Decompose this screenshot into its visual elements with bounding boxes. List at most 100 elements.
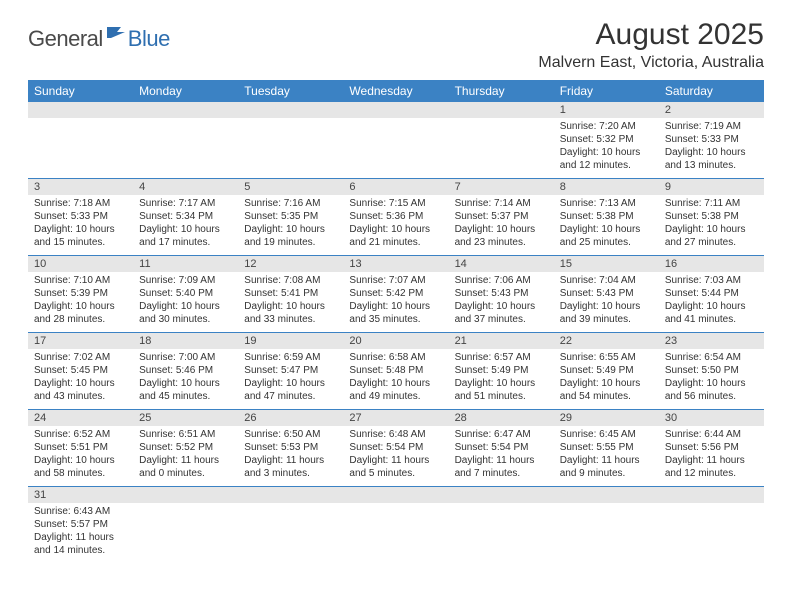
day-cell	[554, 503, 659, 563]
page-title: August 2025	[538, 18, 764, 52]
day-cell: Sunrise: 6:57 AMSunset: 5:49 PMDaylight:…	[449, 349, 554, 409]
dow-tuesday: Tuesday	[238, 80, 343, 102]
data-row: Sunrise: 7:20 AMSunset: 5:32 PMDaylight:…	[28, 118, 764, 178]
sunset-text: Sunset: 5:44 PM	[665, 287, 760, 300]
sunrise-text: Sunrise: 6:55 AM	[560, 351, 655, 364]
weeks-container: 12Sunrise: 7:20 AMSunset: 5:32 PMDayligh…	[28, 102, 764, 563]
sunrise-text: Sunrise: 7:18 AM	[34, 197, 129, 210]
day-number: 19	[238, 333, 343, 349]
sunset-text: Sunset: 5:33 PM	[34, 210, 129, 223]
day-number: 24	[28, 410, 133, 426]
day-number: 25	[133, 410, 238, 426]
daylight-text-1: Daylight: 10 hours	[34, 454, 129, 467]
day-cell: Sunrise: 7:06 AMSunset: 5:43 PMDaylight:…	[449, 272, 554, 332]
sunset-text: Sunset: 5:38 PM	[665, 210, 760, 223]
daylight-text-1: Daylight: 10 hours	[349, 377, 444, 390]
day-cell	[238, 118, 343, 178]
calendar-week: 3456789Sunrise: 7:18 AMSunset: 5:33 PMDa…	[28, 179, 764, 256]
sunset-text: Sunset: 5:32 PM	[560, 133, 655, 146]
day-cell: Sunrise: 6:48 AMSunset: 5:54 PMDaylight:…	[343, 426, 448, 486]
day-cell: Sunrise: 6:51 AMSunset: 5:52 PMDaylight:…	[133, 426, 238, 486]
day-cell	[343, 503, 448, 563]
daylight-text-2: and 17 minutes.	[139, 236, 234, 249]
dow-wednesday: Wednesday	[343, 80, 448, 102]
dow-friday: Friday	[554, 80, 659, 102]
day-number: 30	[659, 410, 764, 426]
sunrise-text: Sunrise: 7:04 AM	[560, 274, 655, 287]
day-number: 5	[238, 179, 343, 195]
daylight-text-2: and 33 minutes.	[244, 313, 339, 326]
daylight-text-1: Daylight: 10 hours	[560, 223, 655, 236]
daylight-text-2: and 5 minutes.	[349, 467, 444, 480]
day-cell: Sunrise: 6:47 AMSunset: 5:54 PMDaylight:…	[449, 426, 554, 486]
daylight-text-2: and 21 minutes.	[349, 236, 444, 249]
sunset-text: Sunset: 5:40 PM	[139, 287, 234, 300]
day-cell: Sunrise: 7:07 AMSunset: 5:42 PMDaylight:…	[343, 272, 448, 332]
day-number: 21	[449, 333, 554, 349]
day-number: 20	[343, 333, 448, 349]
header: General Blue August 2025 Malvern East, V…	[28, 18, 764, 72]
sunset-text: Sunset: 5:38 PM	[560, 210, 655, 223]
day-number	[449, 102, 554, 118]
day-cell	[238, 503, 343, 563]
day-cell: Sunrise: 6:50 AMSunset: 5:53 PMDaylight:…	[238, 426, 343, 486]
day-number	[133, 487, 238, 503]
dow-monday: Monday	[133, 80, 238, 102]
day-cell	[449, 503, 554, 563]
sunset-text: Sunset: 5:46 PM	[139, 364, 234, 377]
daylight-text-2: and 37 minutes.	[455, 313, 550, 326]
day-number	[238, 102, 343, 118]
daylight-text-2: and 30 minutes.	[139, 313, 234, 326]
day-cell: Sunrise: 7:08 AMSunset: 5:41 PMDaylight:…	[238, 272, 343, 332]
sunrise-text: Sunrise: 6:52 AM	[34, 428, 129, 441]
sunset-text: Sunset: 5:57 PM	[34, 518, 129, 531]
day-cell	[449, 118, 554, 178]
sunrise-text: Sunrise: 7:16 AM	[244, 197, 339, 210]
day-number: 9	[659, 179, 764, 195]
daylight-text-1: Daylight: 11 hours	[455, 454, 550, 467]
day-number: 15	[554, 256, 659, 272]
daylight-text-2: and 25 minutes.	[560, 236, 655, 249]
day-cell: Sunrise: 6:45 AMSunset: 5:55 PMDaylight:…	[554, 426, 659, 486]
daylight-text-2: and 7 minutes.	[455, 467, 550, 480]
sunrise-text: Sunrise: 6:59 AM	[244, 351, 339, 364]
sunrise-text: Sunrise: 6:54 AM	[665, 351, 760, 364]
sunrise-text: Sunrise: 7:02 AM	[34, 351, 129, 364]
sunrise-text: Sunrise: 7:14 AM	[455, 197, 550, 210]
calendar-week: 31Sunrise: 6:43 AMSunset: 5:57 PMDayligh…	[28, 487, 764, 563]
daylight-text-2: and 41 minutes.	[665, 313, 760, 326]
day-cell: Sunrise: 7:19 AMSunset: 5:33 PMDaylight:…	[659, 118, 764, 178]
title-block: August 2025 Malvern East, Victoria, Aust…	[538, 18, 764, 72]
day-number	[659, 487, 764, 503]
sunrise-text: Sunrise: 7:08 AM	[244, 274, 339, 287]
day-cell: Sunrise: 7:04 AMSunset: 5:43 PMDaylight:…	[554, 272, 659, 332]
daylight-text-2: and 0 minutes.	[139, 467, 234, 480]
daynum-row: 17181920212223	[28, 333, 764, 349]
daylight-text-1: Daylight: 10 hours	[560, 300, 655, 313]
daylight-text-1: Daylight: 10 hours	[244, 223, 339, 236]
daylight-text-1: Daylight: 10 hours	[455, 300, 550, 313]
daylight-text-2: and 3 minutes.	[244, 467, 339, 480]
day-cell: Sunrise: 7:15 AMSunset: 5:36 PMDaylight:…	[343, 195, 448, 255]
daylight-text-1: Daylight: 10 hours	[455, 223, 550, 236]
sunset-text: Sunset: 5:42 PM	[349, 287, 444, 300]
daynum-row: 10111213141516	[28, 256, 764, 272]
daylight-text-2: and 56 minutes.	[665, 390, 760, 403]
day-number: 16	[659, 256, 764, 272]
data-row: Sunrise: 6:52 AMSunset: 5:51 PMDaylight:…	[28, 426, 764, 486]
daylight-text-2: and 14 minutes.	[34, 544, 129, 557]
daylight-text-2: and 27 minutes.	[665, 236, 760, 249]
daylight-text-2: and 49 minutes.	[349, 390, 444, 403]
day-number: 17	[28, 333, 133, 349]
sunset-text: Sunset: 5:34 PM	[139, 210, 234, 223]
daylight-text-1: Daylight: 10 hours	[349, 223, 444, 236]
daylight-text-1: Daylight: 10 hours	[34, 300, 129, 313]
weekday-header: Sunday Monday Tuesday Wednesday Thursday…	[28, 80, 764, 102]
daylight-text-2: and 45 minutes.	[139, 390, 234, 403]
day-cell	[133, 118, 238, 178]
day-cell: Sunrise: 7:02 AMSunset: 5:45 PMDaylight:…	[28, 349, 133, 409]
day-number: 6	[343, 179, 448, 195]
day-number: 18	[133, 333, 238, 349]
day-cell: Sunrise: 7:09 AMSunset: 5:40 PMDaylight:…	[133, 272, 238, 332]
sunrise-text: Sunrise: 7:03 AM	[665, 274, 760, 287]
